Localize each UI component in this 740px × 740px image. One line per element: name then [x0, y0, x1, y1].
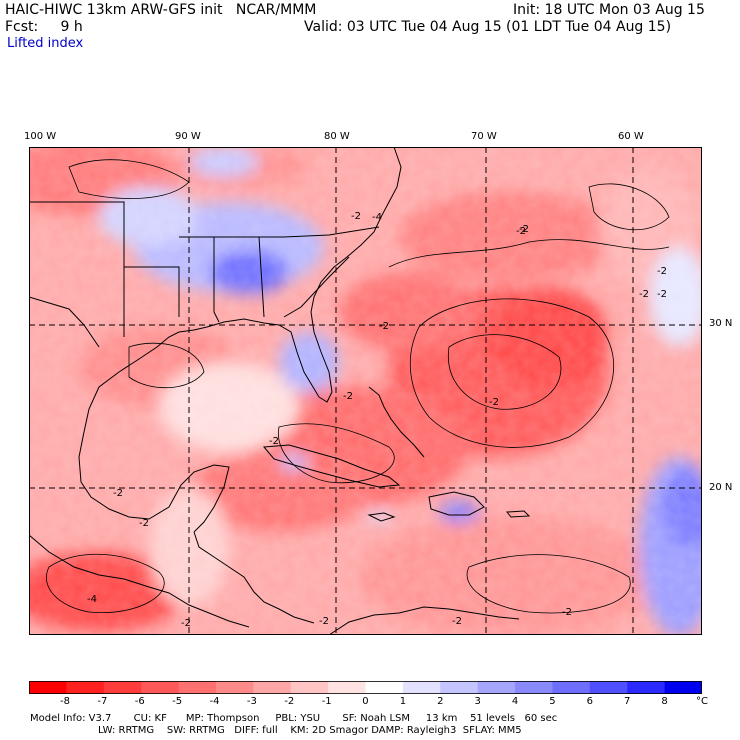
colorbar-cell — [29, 681, 67, 694]
colorbar-tick-label: 7 — [624, 696, 631, 707]
colorbar-cell — [402, 681, 441, 694]
colorbar-cell — [328, 681, 366, 694]
contour-label: -2 — [657, 289, 667, 300]
colorbar-cell — [66, 681, 105, 694]
valid-time: Valid: 03 UTC Tue 04 Aug 15 (01 LDT Tue … — [304, 19, 672, 35]
contour-label: -2 — [269, 436, 279, 447]
contour-label: -2 — [562, 607, 572, 618]
contour-label: -4 — [87, 594, 97, 605]
model-info-line2: LW: RRTMG SW: RRTMG DIFF: full KM: 2D Sm… — [98, 725, 522, 736]
contour-label: -2 — [639, 289, 649, 300]
contour-label: -2 — [319, 616, 329, 627]
colorbar-cell — [477, 681, 516, 694]
colorbar-cell — [627, 681, 666, 694]
colorbar-unit: °C — [696, 696, 708, 707]
colorbar-tick-label: -1 — [321, 696, 332, 707]
colorbar-tick-label: 8 — [661, 696, 668, 707]
colorbar-tick-label: -5 — [172, 696, 183, 707]
colorbar-cell — [552, 681, 591, 694]
colorbar-cell — [253, 681, 292, 694]
lon-label-80w: 80 W — [324, 131, 350, 142]
lat-lon-grid — [29, 147, 702, 635]
contour-label: -2 — [519, 224, 529, 235]
contour-label: -2 — [181, 618, 191, 629]
colorbar-tick-label: 2 — [437, 696, 444, 707]
colorbar-cell — [664, 681, 702, 694]
colorbar-cell — [440, 681, 479, 694]
colorbar-tick-label: -7 — [97, 696, 108, 707]
init-time: Init: 18 UTC Mon 03 Aug 15 — [513, 2, 705, 18]
colorbar-tick-label: -2 — [284, 696, 295, 707]
model-info-line1: Model Info: V3.7 CU: KF MP: Thompson PBL… — [30, 713, 558, 724]
lon-label-70w: 70 W — [471, 131, 497, 142]
colorbar-cell — [141, 681, 180, 694]
contour-label: -2 — [489, 397, 499, 408]
field-texture — [29, 147, 702, 635]
contour-label: -2 — [516, 226, 526, 237]
colorbar-tick-label: -6 — [134, 696, 145, 707]
contour-label: -2 — [351, 211, 361, 222]
colorbar — [29, 681, 702, 694]
lifted-index-map: -2 -4 -2 -2 -2 -2 -2 -2 -2 -2 -2 -4 -2 -… — [29, 147, 702, 635]
colorbar-tick-label: 1 — [399, 696, 407, 707]
colorbar-tick-label: 0 — [362, 696, 369, 707]
lon-label-60w: 60 W — [618, 131, 644, 142]
contour-label: -4 — [372, 212, 382, 223]
header-title: HAIC-HIWC 13km ARW-GFS init NCAR/MMM — [5, 2, 317, 18]
colorbar-tick-label: 4 — [511, 696, 519, 707]
lat-label-20n: 20 N — [709, 482, 733, 493]
colorbar-cell — [589, 681, 628, 694]
contour-label: -2 — [113, 488, 123, 499]
colorbar-cell — [515, 681, 553, 694]
colorbar-tick-label: -3 — [246, 696, 257, 707]
lat-label-30n: 30 N — [709, 318, 733, 329]
colorbar-tick-label: 3 — [474, 696, 481, 707]
field-name: Lifted index — [7, 36, 84, 51]
colorbar-cell — [178, 681, 217, 694]
forecast-hour: Fcst: 9 h — [5, 19, 83, 35]
contour-label: -2 — [452, 616, 462, 627]
colorbar-cell — [365, 681, 404, 694]
contour-lines — [46, 159, 670, 614]
colorbar-cell — [103, 681, 142, 694]
contour-label: -2 — [343, 391, 353, 402]
contour-label: -2 — [657, 266, 667, 277]
colorbar-tick-label: 6 — [586, 696, 593, 707]
contour-label-group: -2 -4 -2 -2 -2 -2 -2 -2 -2 -2 -2 -4 -2 -… — [87, 211, 667, 629]
colorbar-cell — [290, 681, 329, 694]
colorbar-tick-label: -8 — [59, 696, 70, 707]
colorbar-cell — [215, 681, 254, 694]
lon-label-100w: 100 W — [24, 131, 57, 142]
contour-label: -2 — [379, 321, 389, 332]
lon-label-90w: 90 W — [175, 131, 201, 142]
colorbar-tick-label: -4 — [209, 696, 220, 707]
contour-label: -2 — [139, 518, 149, 529]
map-frame — [29, 147, 702, 635]
colorbar-tick-label: 5 — [549, 696, 556, 707]
